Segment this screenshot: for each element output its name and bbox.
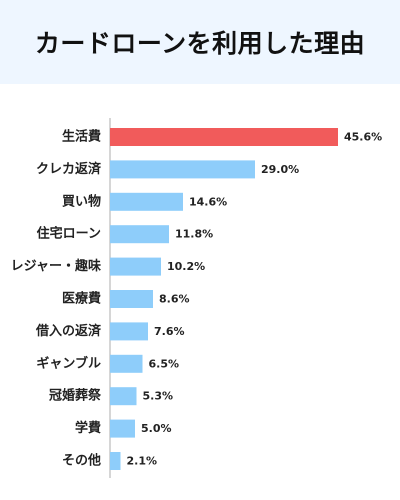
bar-7 [110, 354, 143, 373]
value-label-1: 29.0% [261, 163, 299, 176]
bar-0 [110, 128, 338, 146]
bar-10 [110, 452, 121, 470]
value-label-9: 5.0% [141, 422, 172, 435]
category-label-1: クレカ返済 [36, 161, 102, 177]
bar-8 [110, 387, 137, 406]
category-label-9: 学費 [75, 420, 101, 436]
value-label-7: 6.5% [149, 357, 180, 370]
bar-2 [110, 192, 183, 211]
chart-title: カードローンを利用した理由 [34, 29, 366, 58]
value-label-0: 45.6% [344, 131, 382, 144]
bar-1 [110, 160, 255, 179]
category-label-7: ギャンブル [36, 355, 101, 371]
category-label-0: 生活費 [62, 129, 101, 145]
value-label-2: 14.6% [189, 195, 227, 208]
category-label-8: 冠婚葬祭 [49, 388, 102, 404]
title-banner: カードローンを利用した理由 [0, 0, 400, 84]
value-label-8: 5.3% [143, 390, 174, 403]
category-label-3: 住宅ローン [37, 226, 101, 242]
bar-5 [110, 290, 153, 308]
bar-6 [110, 322, 148, 341]
value-label-3: 11.8% [175, 228, 213, 241]
category-label-6: 借入の返済 [35, 323, 102, 339]
value-label-10: 2.1% [127, 455, 158, 468]
category-label-5: 医療費 [62, 291, 101, 307]
category-label-4: レジャー・趣味 [11, 258, 101, 274]
value-label-4: 10.2% [167, 260, 205, 273]
bar-9 [110, 419, 135, 438]
category-label-2: 買い物 [62, 193, 101, 209]
bar-4 [110, 257, 161, 276]
value-label-5: 8.6% [159, 293, 190, 306]
bar-3 [110, 225, 169, 244]
value-label-6: 7.6% [154, 325, 185, 338]
category-label-10: その他 [62, 453, 101, 469]
